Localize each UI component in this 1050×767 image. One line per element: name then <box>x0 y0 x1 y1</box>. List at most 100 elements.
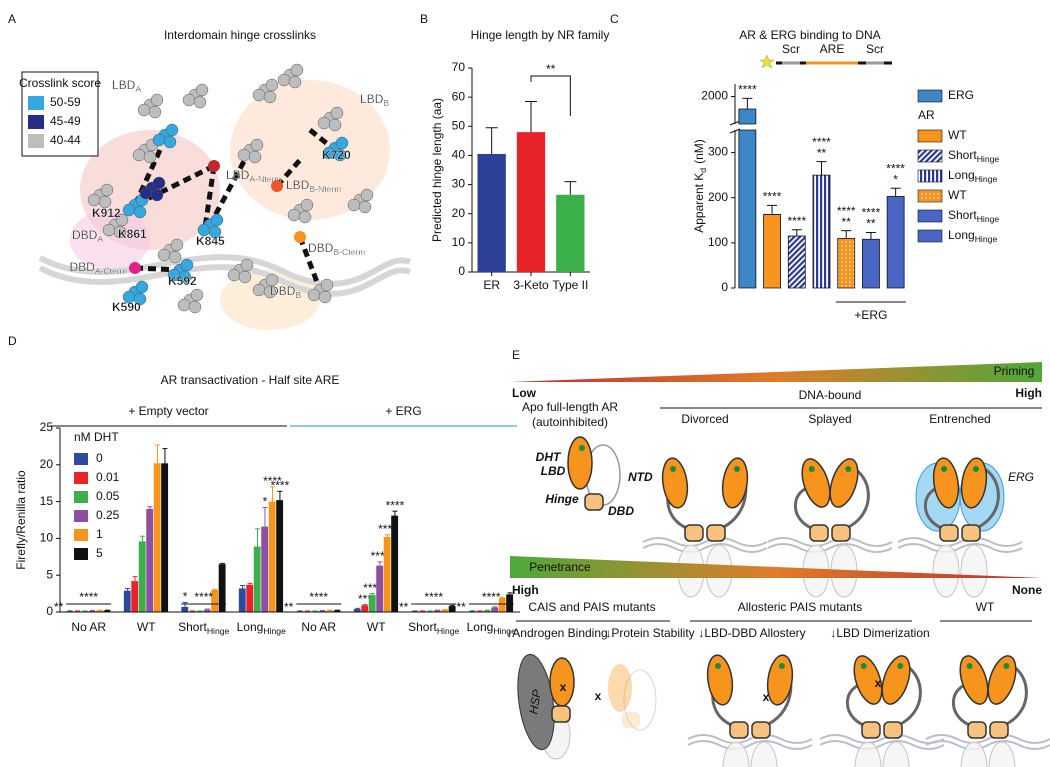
significance: **** <box>194 590 213 604</box>
bar <box>261 526 269 612</box>
chart-title: AR transactivation - Half site ARE <box>161 373 340 387</box>
bar <box>253 546 261 612</box>
residue-gray <box>227 268 241 282</box>
dbd <box>751 721 771 739</box>
residue-gray <box>143 150 157 164</box>
legend-label-sub: Hinge <box>977 214 1000 224</box>
bar <box>203 609 211 612</box>
x-tick-label: LongHinge <box>467 620 516 636</box>
bar <box>383 536 391 612</box>
legend-swatch <box>917 189 943 203</box>
gradient-end: None <box>1012 583 1042 597</box>
ntd <box>623 669 657 731</box>
residue-gray <box>137 103 151 117</box>
legend-label: 50-59 <box>50 95 81 109</box>
terminus-dot <box>294 231 306 243</box>
ntd <box>932 544 960 598</box>
lbd <box>766 654 794 706</box>
dna-strand <box>687 740 813 750</box>
ntd <box>854 741 882 767</box>
legend-label-main: WT <box>948 128 967 142</box>
lbd <box>721 457 749 509</box>
structure-label-sub: A-Nterm <box>249 174 281 184</box>
residue-blue <box>210 213 224 227</box>
significance: **** <box>309 590 328 604</box>
dbd <box>684 524 704 542</box>
significance: **** <box>738 83 757 97</box>
legend-swatch <box>917 169 943 183</box>
bar <box>146 508 154 612</box>
residue-gray <box>195 83 209 97</box>
effect-label: ↓Protein Stability <box>605 626 694 640</box>
residue-gray <box>157 248 171 262</box>
structure-label-main: LBD <box>360 92 384 106</box>
residue-gray <box>113 225 127 239</box>
bar <box>738 108 757 289</box>
x-tick-label: No AR <box>301 620 336 634</box>
structure-label-main: K592 <box>168 274 197 288</box>
legend-label: ShortHinge <box>948 148 999 164</box>
residue-gray <box>265 78 279 92</box>
chart-title: AR & ERG binding to DNA <box>739 28 880 42</box>
legend-label-sub: Hinge <box>975 174 998 184</box>
bar <box>238 588 246 612</box>
residue-gray <box>263 90 277 104</box>
construct-label: ARE <box>820 42 845 56</box>
structure-label-main: LBD <box>112 78 136 92</box>
x-tick-label: WT <box>367 620 386 634</box>
legend-label-main: AR <box>918 108 935 122</box>
dna-strand <box>897 537 1023 547</box>
legend-label: 5 <box>96 546 103 560</box>
panel-label: E <box>512 348 520 362</box>
panel-label: B <box>420 12 428 26</box>
legend-label-main: Short <box>948 208 977 222</box>
structure-label: LBDB <box>360 92 389 108</box>
construct-label: Scr <box>782 42 800 56</box>
legend-swatch <box>917 149 943 163</box>
bar <box>131 581 139 612</box>
residue-navy <box>152 176 166 190</box>
bar <box>333 610 341 612</box>
legend-label: 0.25 <box>96 508 120 522</box>
residue-blue <box>208 225 222 239</box>
structure-label-main: LBD <box>226 168 250 182</box>
bar <box>88 610 96 612</box>
bar <box>211 589 219 612</box>
y-axis-label: Apparent Kd (nM) <box>692 139 708 233</box>
residue-gray <box>102 223 116 237</box>
bar <box>763 214 781 289</box>
dna-strand <box>819 740 945 750</box>
y-tick-label: 100 <box>708 235 728 249</box>
structure-bg <box>70 210 150 270</box>
structure-label: K861 <box>118 227 147 241</box>
residue-blue <box>178 270 192 284</box>
bar <box>886 195 905 289</box>
residue-gray <box>328 118 342 132</box>
bar <box>181 606 189 612</box>
lbd <box>801 458 831 508</box>
dbd <box>809 524 829 542</box>
significance: **** <box>763 190 782 204</box>
crosslink <box>202 165 217 229</box>
bar <box>326 610 334 612</box>
state-label: Divorced <box>681 412 728 426</box>
significance: * <box>263 495 268 509</box>
bar <box>391 515 399 612</box>
lbd <box>661 457 689 509</box>
dna-strand <box>819 734 945 744</box>
x-tick-label-sub: Hinge <box>207 626 230 636</box>
dbd <box>961 524 981 542</box>
terminus-dot <box>271 180 283 192</box>
residue-gray <box>317 116 331 130</box>
residue-gray <box>237 148 251 162</box>
legend-label: LongHinge <box>948 168 997 184</box>
panel-label: A <box>8 12 16 26</box>
legend-label: 0.01 <box>96 470 120 484</box>
bar <box>477 153 506 272</box>
structure-label-sub: B <box>295 290 301 300</box>
residue-navy <box>150 188 164 202</box>
legend-label: WT <box>948 188 967 202</box>
significance: **** <box>424 590 443 604</box>
dht <box>778 663 785 669</box>
x-tick-label-sub: Hinge <box>437 626 460 636</box>
